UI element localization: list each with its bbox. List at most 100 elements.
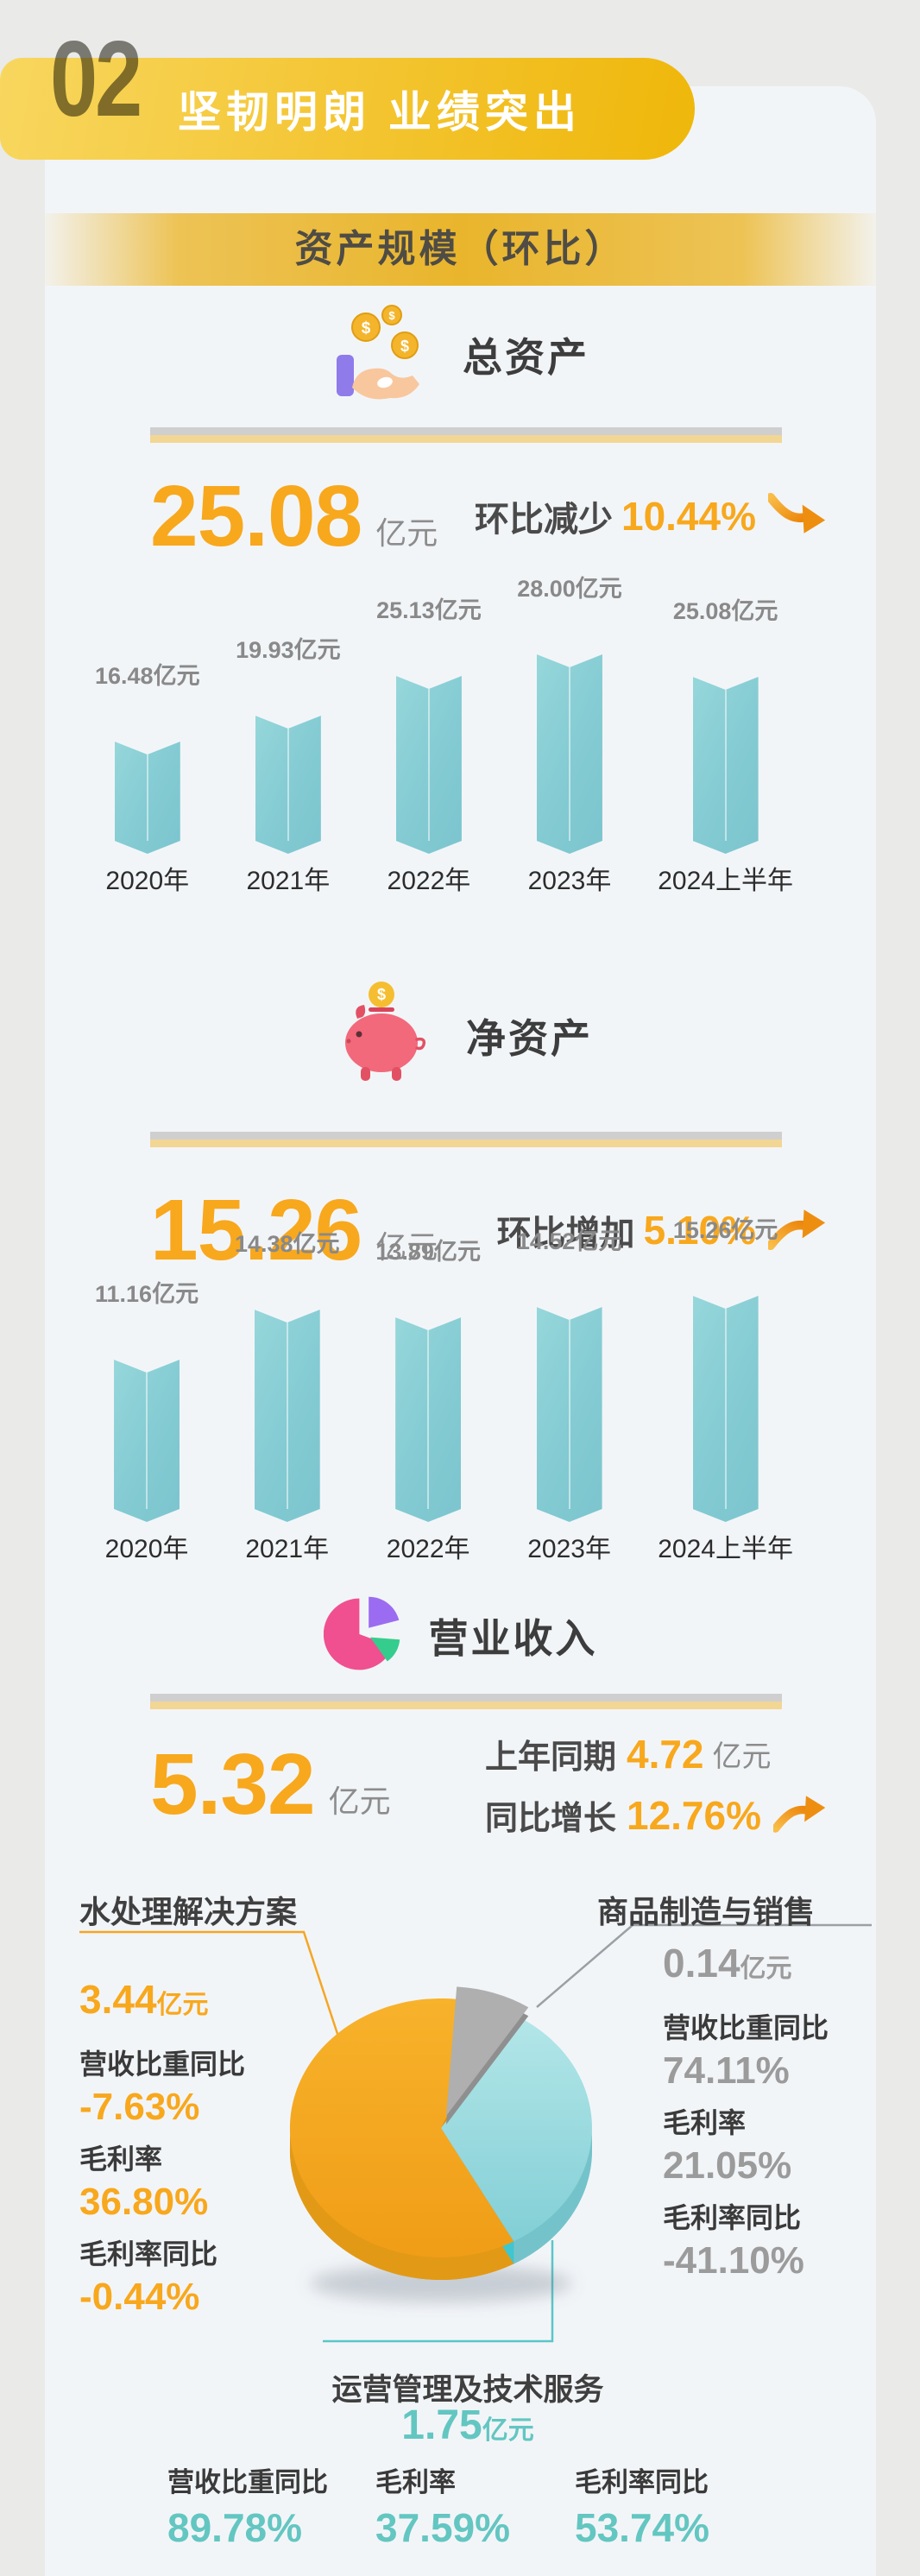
goods-value: 0.14亿元 (663, 1941, 792, 1986)
bar-column: 28.00亿元 2023年 (517, 574, 622, 897)
services-value: 1.75亿元 (401, 2402, 534, 2448)
revenue-prev-unit: 亿元 (712, 1740, 772, 1773)
bar-value-label: 25.13亿元 (376, 597, 482, 623)
bar-column: 14.38亿元 2021年 (235, 1229, 340, 1565)
net-assets-title: 净资产 (466, 1016, 593, 1061)
stat-value: -41.10% (663, 2239, 804, 2282)
revenue-segments: 水处理解决方案 3.44亿元 营收比重同比 -7.63% 毛利率 36.80% … (45, 1847, 876, 2576)
bar-value-label: 11.16亿元 (95, 1281, 199, 1307)
stat-label: 毛利率 (79, 2144, 163, 2175)
revenue-value: 5.32 (150, 1736, 316, 1833)
water-value: 3.44亿元 (79, 1977, 209, 2022)
revenue-pie-chart (251, 1938, 631, 2318)
stat-label: 毛利率 (663, 2107, 747, 2138)
bar-column: 14.52亿元 2023年 (517, 1227, 622, 1565)
bar-category-label: 2024上半年 (658, 867, 793, 895)
goods-leader-line (536, 1923, 872, 2008)
revenue-prev-label: 上年同期 (484, 1739, 616, 1776)
divider (150, 427, 782, 443)
water-leader-line (79, 1930, 343, 2045)
bar-column: 25.13亿元 2022年 (376, 596, 482, 897)
revenue-header: 营业收入 (45, 1595, 876, 1677)
net-assets-change-value: 5.10% (643, 1208, 756, 1253)
water-segment-block: 水处理解决方案 3.44亿元 营收比重同比 -7.63% 毛利率 36.80% … (79, 1887, 297, 2320)
bar-category-label: 2021年 (245, 1535, 330, 1563)
revenue-prev-value: 4.72 (626, 1731, 704, 1777)
bar-category-label: 2021年 (246, 867, 331, 895)
total-assets-statrow: 25.08 亿元 环比减少 10.44% (45, 469, 876, 564)
bar-value-label: 14.52亿元 (516, 1228, 622, 1254)
bar-category-label: 2023年 (527, 867, 612, 895)
trend-up-arrow-icon (771, 1792, 827, 1838)
bar-value-label: 25.08亿元 (672, 598, 778, 624)
net-assets-unit: 亿元 (375, 1229, 438, 1265)
bar (396, 663, 462, 854)
services-stat: 营收比重同比 89.78% (167, 2467, 328, 2550)
bar (115, 729, 180, 854)
bar-column: 13.89亿元 2022年 (375, 1237, 481, 1565)
bar-column: 16.48亿元 2020年 (95, 661, 200, 897)
svg-text:$: $ (400, 338, 409, 355)
bar-value-label: 28.00亿元 (517, 576, 622, 602)
stat-label: 毛利率同比 (79, 2238, 218, 2270)
revenue-growth-value: 12.76% (626, 1792, 761, 1838)
pie-chart-icon (323, 1595, 401, 1677)
total-assets-title: 总资产 (463, 335, 589, 380)
bar (693, 664, 759, 854)
page-header-banner: 坚韧明朗 业绩突出 (0, 58, 695, 160)
bar (255, 703, 321, 854)
bar (395, 1304, 461, 1522)
bar-value-label: 13.89亿元 (375, 1239, 481, 1265)
goods-title: 商品制造与销售 (597, 1894, 816, 1929)
bar-category-label: 2023年 (527, 1535, 611, 1563)
revenue-unit: 亿元 (328, 1784, 391, 1819)
total-assets-change-label: 环比减少 (474, 501, 613, 539)
net-assets-bar-chart: 11.16亿元 2020年 14.38亿元 2021年 13.89亿元 2022年 14.5… (45, 1214, 876, 1565)
revenue-growth-label: 同比增长 (484, 1801, 616, 1837)
water-title: 水处理解决方案 (79, 1894, 298, 1929)
stat-label: 营收比重同比 (663, 2012, 829, 2043)
section-number: 02 (50, 20, 142, 139)
bar-value-label: 15.26亿元 (672, 1217, 778, 1243)
bar (255, 1297, 320, 1522)
stat-label: 营收比重同比 (79, 2049, 246, 2080)
bar-category-label: 2020年 (104, 1535, 189, 1563)
bar-column: 25.08亿元 2024上半年 (658, 597, 793, 897)
total-assets-value: 25.08 (150, 468, 362, 565)
services-title: 运营管理及技术服务 (331, 2373, 604, 2407)
bar-column: 15.26亿元 2024上半年 (658, 1215, 793, 1565)
bar (693, 1283, 759, 1522)
total-assets-bar-chart: 16.48亿元 2020年 19.93亿元 2021年 25.13亿元 2022年 28.0… (45, 572, 876, 897)
coins-in-hand-icon: $ $ $ (331, 304, 435, 406)
bar-column: 19.93亿元 2021年 (236, 635, 341, 897)
services-stat: 毛利率 37.59% (375, 2467, 511, 2550)
bar-category-label: 2024上半年 (658, 1535, 793, 1563)
content-panel: 资产规模（环比） $ $ $ 总资产 25.08 亿元 环比减少 10.44% (45, 86, 876, 2576)
bar-category-label: 2022年 (387, 867, 471, 895)
trend-down-arrow-icon (766, 492, 827, 541)
stat-value: 36.80% (79, 2181, 209, 2223)
svg-text:$: $ (362, 319, 371, 338)
stat-value: -0.44% (79, 2276, 200, 2318)
bar (537, 1294, 602, 1522)
bar-value-label: 19.93亿元 (236, 637, 341, 663)
net-assets-value: 15.26 (150, 1182, 362, 1279)
net-assets-header: $ 净资产 (45, 980, 876, 1092)
piggy-bank-icon: $ (328, 979, 438, 1094)
svg-text:$: $ (388, 309, 395, 322)
revenue-statrow: 5.32 亿元 上年同期 4.72 亿元 同比增长 12.76% (45, 1732, 876, 1838)
net-assets-statrow: 15.26 亿元 环比增加 5.10% (45, 1183, 876, 1278)
net-assets-change-label: 环比增加 (496, 1215, 635, 1253)
divider (150, 1132, 782, 1147)
stat-value: 21.05% (663, 2144, 792, 2187)
page-title: 坚韧明朗 业绩突出 (178, 88, 582, 136)
divider (150, 1694, 782, 1709)
bar-value-label: 14.38亿元 (234, 1231, 340, 1257)
revenue-title: 营业收入 (428, 1616, 598, 1661)
goods-segment-block: 0.14亿元 营收比重同比 74.11% 毛利率 21.05% 毛利率同比 -4… (663, 1941, 829, 2283)
bar-column: 11.16亿元 2020年 (95, 1279, 198, 1565)
total-assets-unit: 亿元 (375, 515, 438, 551)
section-banner: 资产规模（环比） (45, 213, 876, 286)
services-stat: 毛利率同比 53.74% (575, 2467, 710, 2550)
trend-up-arrow-icon (766, 1206, 827, 1255)
